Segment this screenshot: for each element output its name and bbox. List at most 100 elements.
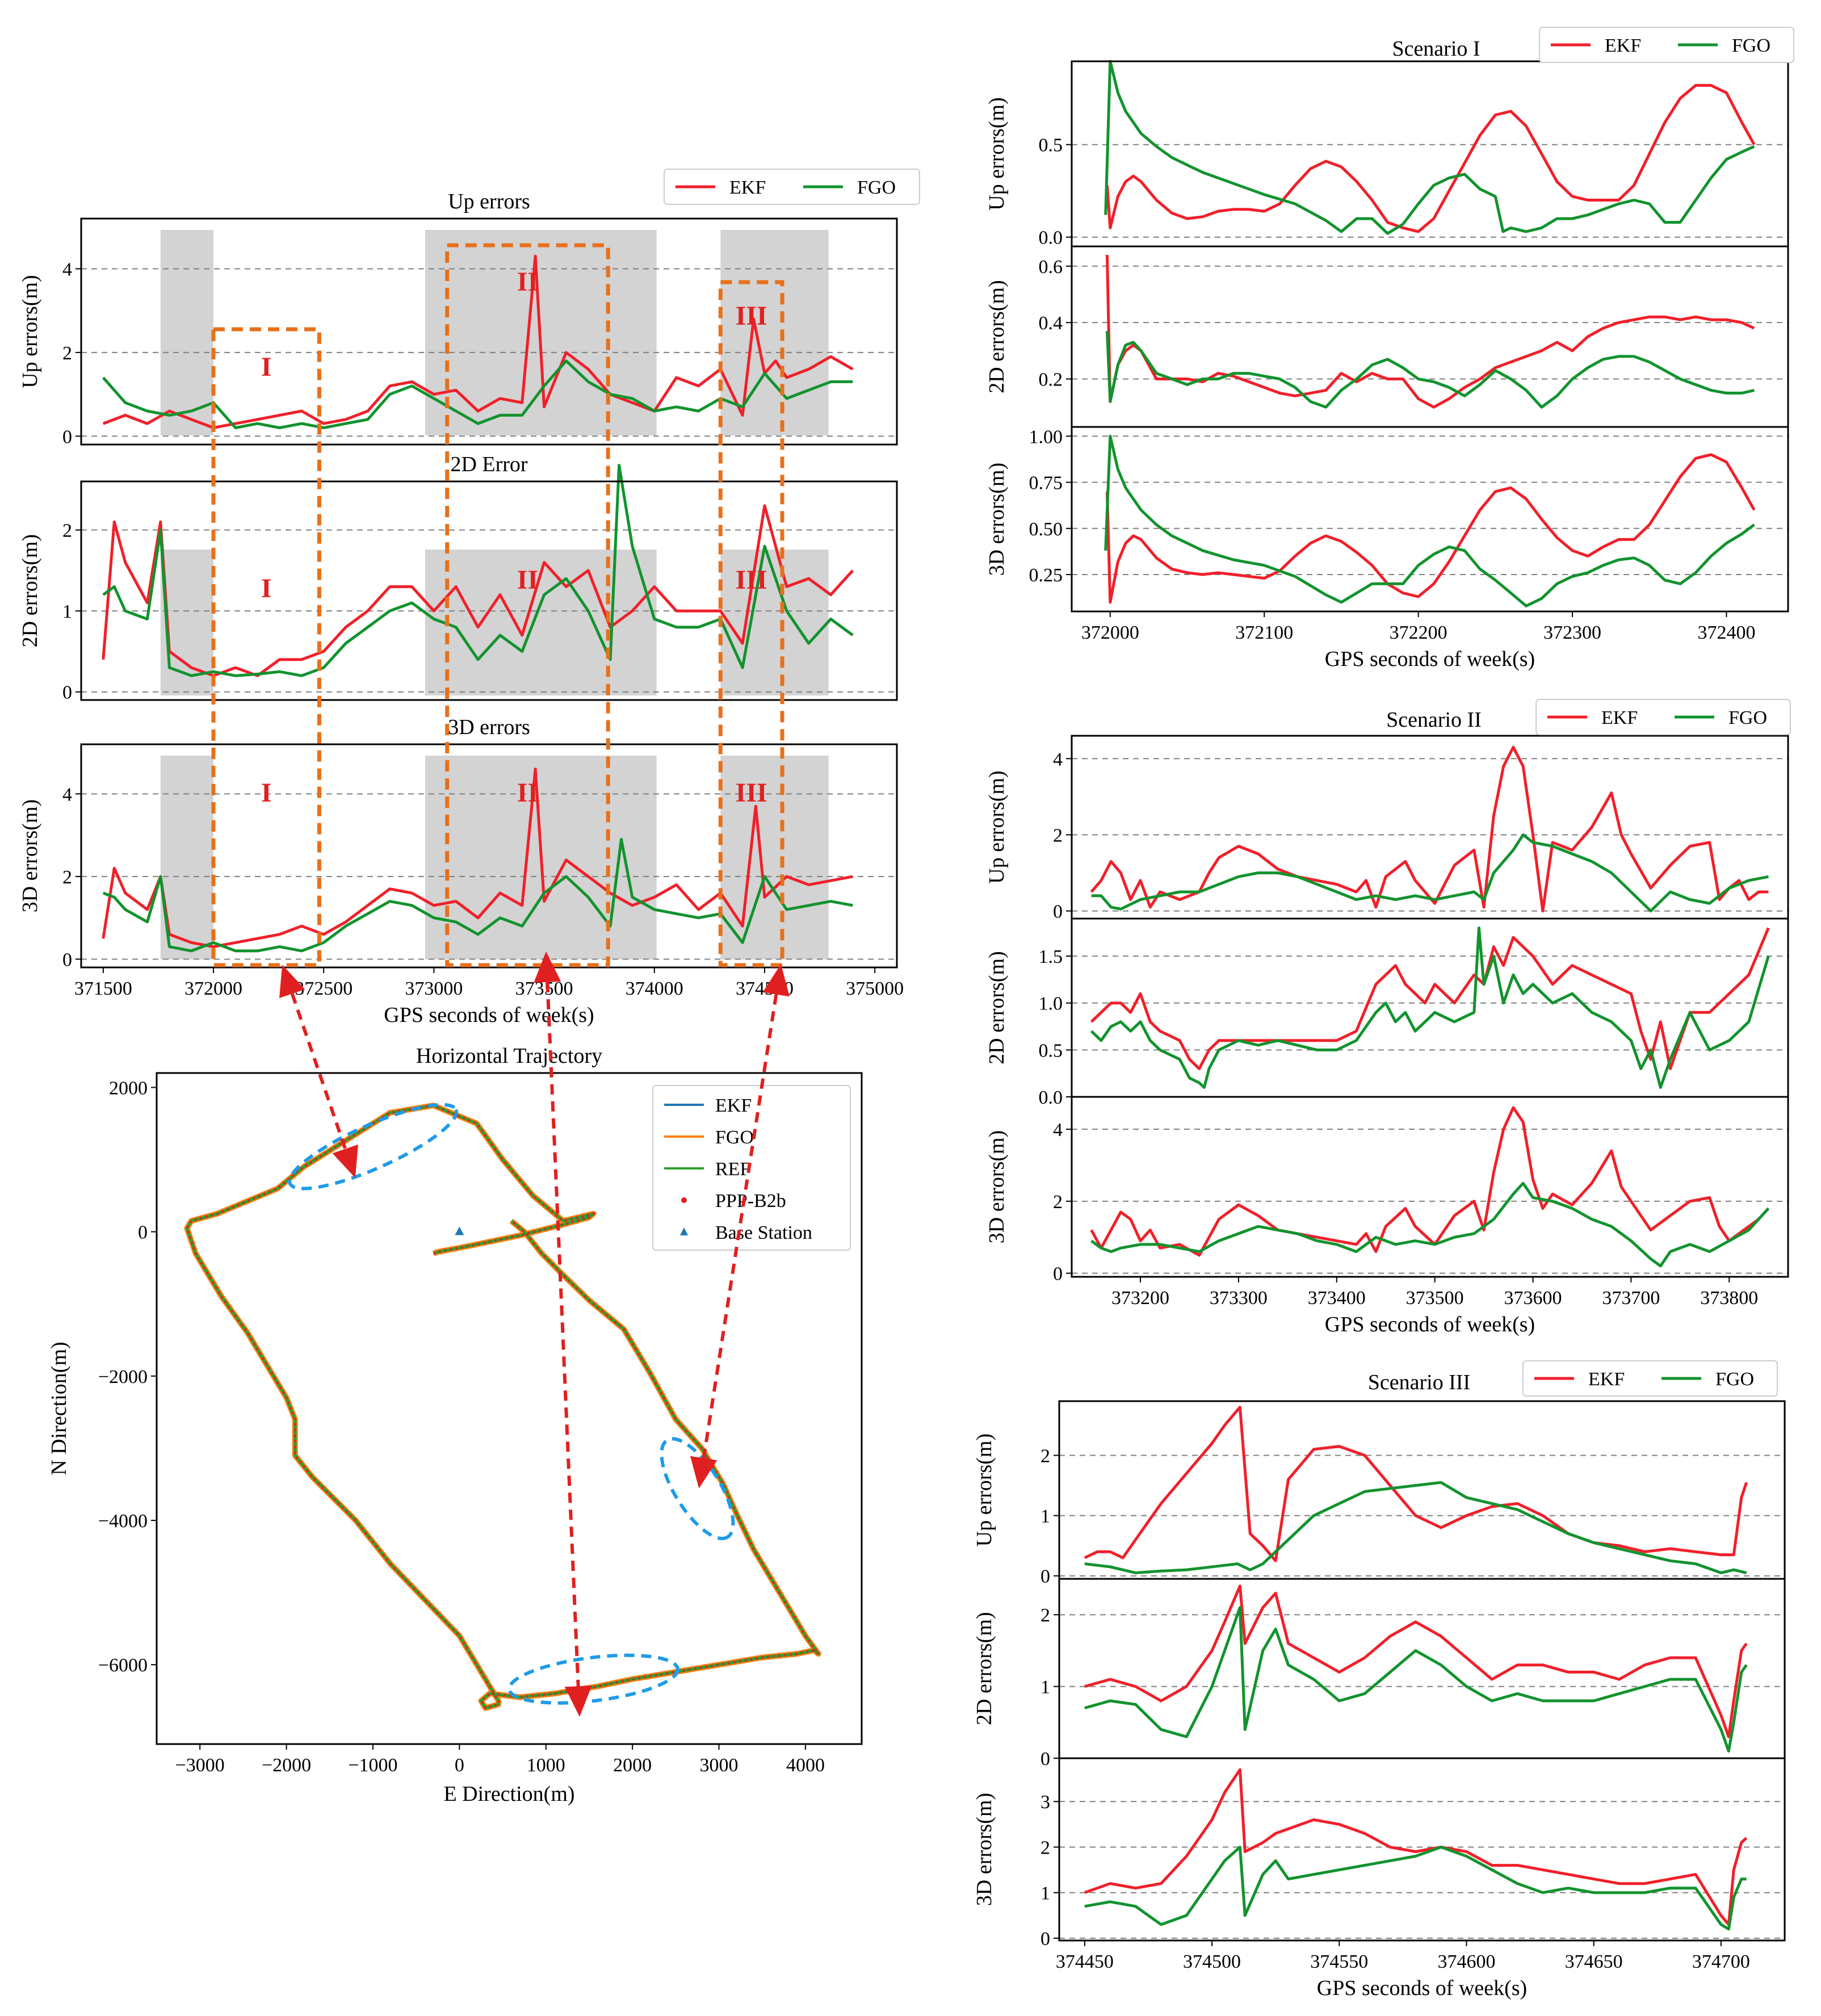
- legend-box: [1539, 27, 1794, 63]
- y-tick-label: 2: [62, 343, 72, 364]
- scenario-label-II: II: [517, 778, 538, 808]
- y-tick-label: 0.0: [1039, 228, 1063, 249]
- y-tick-label: 4: [62, 259, 72, 280]
- series-fgo: [102, 837, 853, 953]
- scenario2-chart: Scenario II 0 2 4 Up errors(m) 0.0 0.5 1.0 1.5 2D…: [985, 699, 1791, 1336]
- scenario-label-III: III: [736, 301, 767, 331]
- scenario-label-I: I: [261, 352, 272, 382]
- y-tick-label: 0: [1053, 902, 1063, 923]
- shaded-region: [720, 756, 829, 959]
- axes-frame: [1071, 917, 1789, 1098]
- axes-frame: [1071, 426, 1789, 613]
- legend-label-ekf: EKF: [1605, 35, 1641, 56]
- y-axis-label: 3D errors(m): [972, 1793, 996, 1906]
- x-tick-label: 375000: [846, 978, 904, 999]
- x-tick-label: −2000: [262, 1755, 311, 1776]
- x-tick-label: 374500: [1183, 1951, 1241, 1972]
- panel-0: 0 2 4 Up errors(m) Up errors: [18, 190, 898, 447]
- legend-box: [664, 169, 920, 205]
- scenario-title: Scenario II: [1386, 708, 1482, 732]
- y-tick-label: 0: [62, 682, 72, 703]
- y-tick-label: 1: [1040, 1883, 1050, 1904]
- shaded-region: [720, 230, 829, 435]
- x-tick-label: 372300: [1543, 622, 1601, 643]
- scenario-box-III: [718, 280, 784, 967]
- y-tick-label: 4: [1053, 1120, 1063, 1141]
- scenario-label-II: II: [517, 565, 538, 595]
- panel-2: 0 2 4 3D errors(m) 3D errors: [18, 715, 898, 970]
- x-tick-label: 372000: [1081, 622, 1139, 643]
- legend-swatch: [681, 1197, 687, 1203]
- y-tick-label: 0.4: [1039, 313, 1063, 334]
- x-tick-label: 3000: [700, 1755, 739, 1776]
- axes-frame: [80, 480, 898, 701]
- legend-label-ppp-b2b: PPP-B2b: [715, 1191, 786, 1212]
- x-tick-label: 372500: [295, 978, 353, 999]
- x-tick-label: 373600: [1504, 1288, 1562, 1309]
- legend-label-ekf: EKF: [715, 1095, 752, 1116]
- y-tick-label: 4: [62, 784, 72, 805]
- y-tick-label: 1.0: [1039, 994, 1063, 1015]
- legend-label-fgo: FGO: [1732, 35, 1770, 56]
- axes-frame: [1071, 60, 1789, 248]
- axes-frame: [80, 217, 898, 446]
- legend-label-fgo: FGO: [715, 1127, 754, 1148]
- legend-box: [1535, 699, 1791, 735]
- legend-label-fgo: FGO: [1728, 707, 1767, 728]
- axes-frame: [1071, 245, 1789, 428]
- x-tick-label: 374550: [1310, 1951, 1368, 1972]
- panel-0: 0 1 2 Up errors(m): [972, 1400, 1786, 1587]
- legend-swatch: [680, 1227, 688, 1235]
- legend-label-ref: REF: [715, 1159, 750, 1180]
- y-tick-label: 0.5: [1039, 135, 1063, 156]
- x-tick-label: −1000: [348, 1755, 397, 1776]
- series-ekf: [1105, 254, 1755, 409]
- y-axis-label: 3D errors(m): [18, 799, 42, 912]
- y-tick-label: −4000: [98, 1511, 148, 1532]
- y-tick-label: 0: [1040, 1749, 1050, 1770]
- series-fgo: [1105, 330, 1755, 409]
- y-tick-label: 0: [138, 1222, 148, 1243]
- y-tick-label: 0: [62, 949, 72, 970]
- panel-title: Up errors: [448, 190, 530, 213]
- y-axis-label: Up errors(m): [985, 97, 1009, 210]
- x-tick-label: 374450: [1056, 1951, 1114, 1972]
- series-fgo: [102, 359, 853, 429]
- scenario-arrow: [534, 952, 592, 1717]
- axes-frame: [156, 1072, 863, 1745]
- scenario-label-II: II: [517, 267, 538, 297]
- legend-label-fgo: FGO: [1715, 1369, 1754, 1390]
- legend-label-base-station: Base Station: [715, 1222, 812, 1243]
- series-ekf: [102, 254, 854, 429]
- trajectory-chart: Horizontal Trajectory −3000 −2000 −1000 0 100…: [47, 1044, 863, 1806]
- series-ekf: [1084, 1768, 1748, 1926]
- y-tick-label: 1.5: [1039, 946, 1063, 967]
- series-ekf: [102, 504, 854, 677]
- x-tick-label: −3000: [175, 1755, 225, 1776]
- y-tick-label: 2: [1040, 1605, 1050, 1626]
- base-station-marker: [455, 1226, 464, 1235]
- scenario-label-I: I: [261, 778, 272, 808]
- series-fgo: [1084, 1846, 1747, 1931]
- y-tick-label: 0: [62, 426, 72, 447]
- y-axis-label: 2D errors(m): [985, 280, 1009, 393]
- y-axis-label: Up errors(m): [985, 770, 1009, 883]
- y-axis-label: 3D errors(m): [985, 463, 1009, 576]
- x-axis-label: E Direction(m): [443, 1782, 574, 1806]
- axes-frame: [1071, 1096, 1789, 1278]
- series-fgo: [1090, 1181, 1770, 1268]
- series-fgo: [1084, 1606, 1748, 1753]
- scenario-label-I: I: [261, 573, 272, 603]
- y-tick-label: 2: [62, 521, 72, 542]
- x-tick-label: 373400: [1308, 1288, 1366, 1309]
- scenario1-chart: Scenario I 0.0 0.5 Up errors(m) 0.2 0.4 0.6 2D …: [985, 27, 1794, 671]
- legend-box: [1522, 1360, 1778, 1397]
- series-fgo: [1091, 833, 1769, 913]
- x-tick-label: 373200: [1111, 1288, 1169, 1309]
- y-tick-label: 0.25: [1029, 565, 1063, 586]
- series-ekf: [1090, 1106, 1770, 1257]
- y-tick-label: 0.75: [1029, 473, 1063, 494]
- series-ekf: [1105, 83, 1756, 233]
- x-axis-label: GPS seconds of week(s): [1325, 1313, 1535, 1336]
- series-fgo: [1104, 60, 1755, 235]
